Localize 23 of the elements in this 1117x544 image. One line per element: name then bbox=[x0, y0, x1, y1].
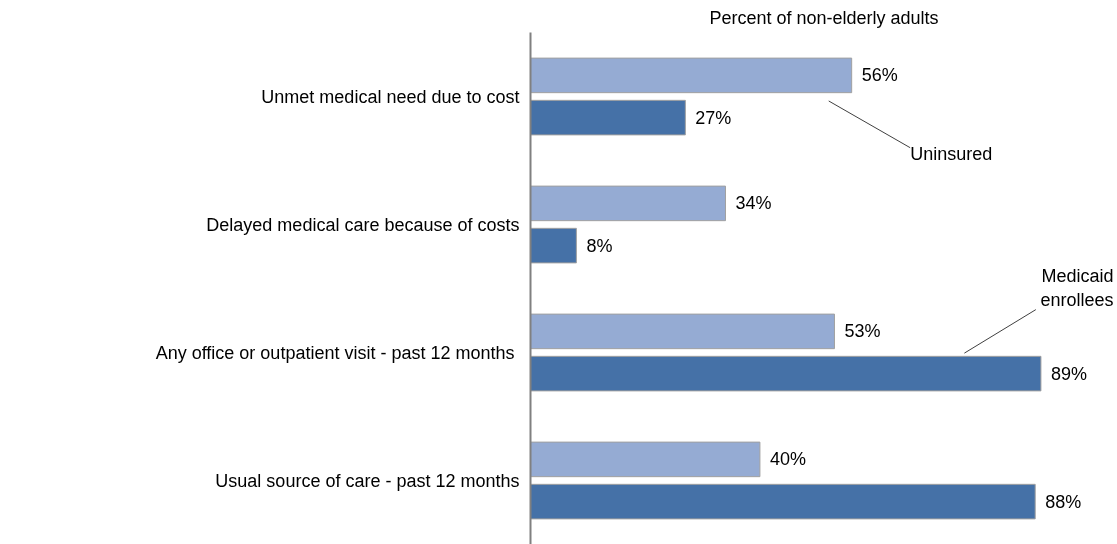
chart-title: Percent of non-elderly adults bbox=[709, 7, 939, 28]
y-tick-label: Delayed medical care because of costs bbox=[206, 214, 520, 235]
bar bbox=[530, 99, 686, 136]
bar bbox=[530, 313, 835, 350]
y-tick-label: Any office or outpatient visit - past 12 months bbox=[155, 342, 515, 363]
data-label: 27% bbox=[695, 107, 732, 128]
data-label: 8% bbox=[586, 235, 613, 256]
y-tick-label: Unmet medical need due to cost bbox=[261, 86, 520, 107]
data-label: 89% bbox=[1050, 363, 1087, 384]
bar bbox=[530, 483, 1036, 520]
bar bbox=[530, 185, 726, 222]
bar bbox=[530, 57, 853, 94]
bar bbox=[530, 355, 1042, 392]
bar bbox=[530, 441, 761, 478]
text: Uninsured bbox=[910, 144, 993, 165]
bar bbox=[530, 227, 577, 264]
data-label: 34% bbox=[735, 193, 772, 214]
data-label: 88% bbox=[1045, 491, 1082, 512]
data-label: 56% bbox=[861, 65, 898, 86]
text: Medicaid enrollees bbox=[1040, 265, 1114, 310]
data-label: 53% bbox=[844, 321, 881, 342]
y-tick-label: Usual source of care - past 12 months bbox=[215, 470, 520, 491]
data-label: 40% bbox=[769, 449, 806, 470]
